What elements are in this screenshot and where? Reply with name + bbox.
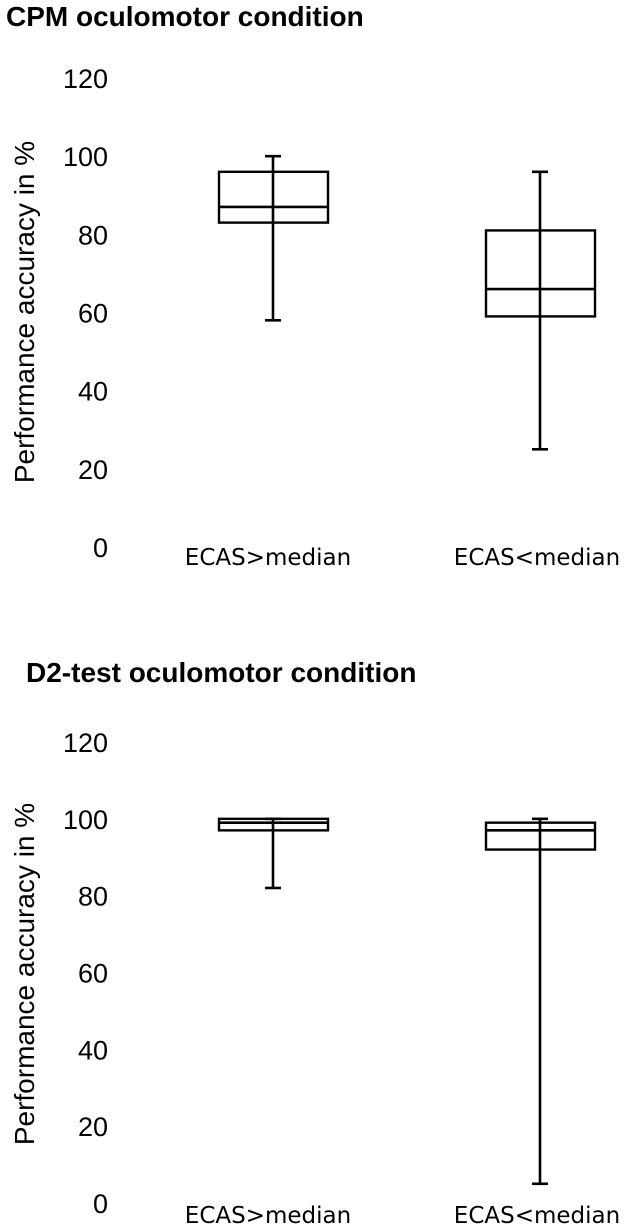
- category-label: ECAS<median: [454, 1203, 620, 1229]
- category-label: ECAS>median: [185, 545, 351, 571]
- box-iqr: [217, 817, 330, 832]
- y-tick-label: 100: [63, 805, 108, 835]
- y-tick-label: 60: [78, 299, 108, 329]
- y-tick-label: 80: [78, 882, 108, 912]
- y-axis-label: Performance accuracy in %: [9, 803, 40, 1145]
- y-tick-label: 20: [78, 455, 108, 485]
- category-label: ECAS<median: [454, 545, 620, 571]
- chart-panel-2: D2-test oculomotor condition Performance …: [9, 657, 620, 1229]
- box-iqr: [217, 170, 330, 224]
- y-tick-label: 40: [78, 377, 108, 407]
- y-tick-label: 20: [78, 1112, 108, 1142]
- y-tick-label: 40: [78, 1035, 108, 1065]
- y-tick-label: 60: [78, 959, 108, 989]
- box-1: [217, 154, 330, 322]
- y-axis-label: Performance accuracy in %: [9, 141, 40, 483]
- y-tick-label: 0: [93, 1189, 108, 1219]
- y-tick-label: 0: [93, 533, 108, 563]
- y-tick-label: 100: [63, 142, 108, 172]
- chart-panel-1: CPM oculomotor condition Performance accu…: [6, 1, 620, 571]
- box-2: [484, 170, 597, 451]
- y-tick-label: 80: [78, 220, 108, 250]
- y-tick-label: 120: [63, 64, 108, 94]
- box-iqr: [484, 821, 597, 851]
- category-label: ECAS>median: [185, 1203, 351, 1229]
- chart-title: CPM oculomotor condition: [6, 1, 364, 32]
- box-iqr: [484, 229, 597, 318]
- box-2: [484, 817, 597, 1186]
- y-tick-label: 120: [63, 728, 108, 758]
- box-1: [217, 817, 330, 890]
- chart-title: D2-test oculomotor condition: [26, 657, 416, 688]
